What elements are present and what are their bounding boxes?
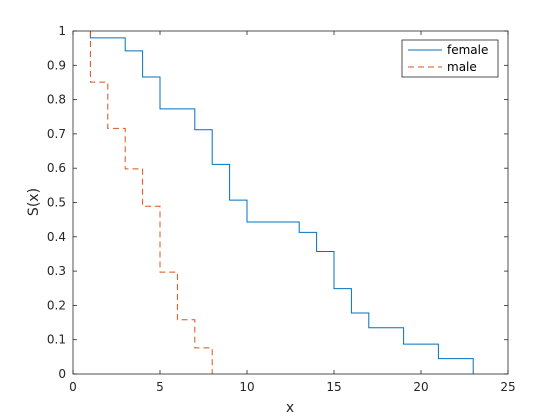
legend: female male <box>401 39 499 78</box>
legend-label-male: male <box>447 60 477 74</box>
y-axis-label: S(x) <box>26 188 42 216</box>
legend-label-female: female <box>447 43 488 57</box>
y-tick-label: 0.8 <box>47 93 66 107</box>
series-layer <box>89 31 474 374</box>
x-tick-label: 15 <box>326 380 341 394</box>
x-axis-label: x <box>286 400 294 416</box>
y-tick-label: 1 <box>58 24 66 38</box>
y-tick-label: 0 <box>58 367 66 381</box>
y-tick-label: 0.7 <box>47 127 66 141</box>
legend-box <box>401 39 499 78</box>
y-tick-label: 0.2 <box>47 298 66 312</box>
y-tick-label: 0.9 <box>47 58 66 72</box>
x-tick-label: 10 <box>239 380 254 394</box>
y-tick-label: 0.6 <box>47 161 66 175</box>
ticks-layer: 0 5 10 15 20 25 0 0.1 0.2 0.3 0.4 0.5 0.6 0.7 0.8 0.9 1 <box>47 24 516 394</box>
x-tick-label: 25 <box>500 380 515 394</box>
y-tick-label: 0.3 <box>47 264 66 278</box>
y-tick-label: 0.1 <box>47 333 66 347</box>
series-line-male <box>89 31 213 374</box>
x-tick-label: 0 <box>69 380 77 394</box>
x-tick-label: 20 <box>413 380 428 394</box>
y-tick-label: 0.4 <box>47 230 66 244</box>
plot-area <box>73 31 508 374</box>
x-tick-label: 5 <box>156 380 164 394</box>
series-line-female <box>89 31 474 374</box>
y-tick-label: 0.5 <box>47 196 66 210</box>
